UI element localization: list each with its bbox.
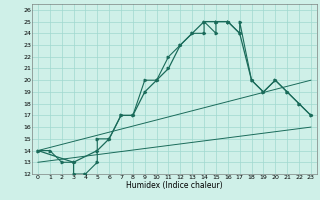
X-axis label: Humidex (Indice chaleur): Humidex (Indice chaleur) bbox=[126, 181, 223, 190]
